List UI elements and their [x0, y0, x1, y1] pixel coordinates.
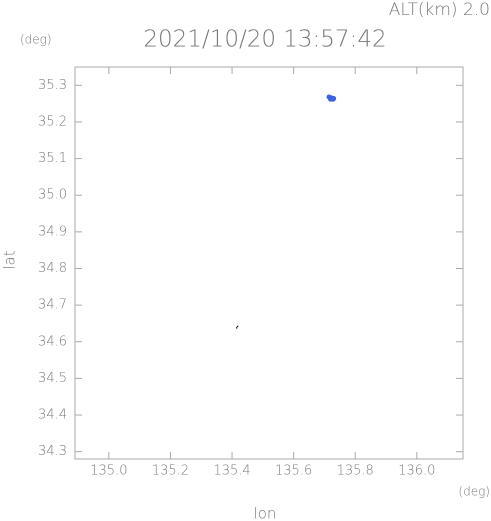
x-unit: (deg): [458, 485, 490, 499]
y-tick-label: 35.0: [38, 188, 67, 203]
y-tick-label: 34.7: [38, 298, 67, 313]
y-tick-label: 34.6: [38, 334, 67, 349]
plot-frame: [74, 66, 464, 460]
altitude-annotation: ALT(km) 2.0: [389, 0, 490, 20]
y-tick-label: 35.2: [38, 114, 67, 129]
x-tick-label: 135.4: [213, 464, 250, 479]
y-tick-label: 35.3: [38, 78, 67, 93]
y-tick-label: 34.8: [38, 261, 67, 276]
point: [330, 96, 336, 102]
y-tick-label: 34.4: [38, 408, 67, 423]
y-tick-label: 34.9: [38, 224, 67, 239]
y-tick-label: 34.5: [38, 371, 67, 386]
y-tick-label: 35.1: [38, 151, 67, 166]
y-unit: (deg): [20, 33, 52, 47]
x-tick-label: 135.6: [275, 464, 312, 479]
point: [236, 325, 239, 328]
x-tick-label: 135.8: [337, 464, 374, 479]
y-tick-label: 34.3: [38, 444, 67, 459]
point: [235, 327, 238, 329]
x-axis-label: lon: [254, 505, 277, 521]
chart-title: 2021/10/20 13:57:42: [143, 27, 386, 53]
y-axis-label: lat: [1, 250, 19, 269]
x-tick-label: 135.2: [152, 464, 189, 479]
x-tick-label: 135.0: [90, 464, 127, 479]
x-tick-label: 136.0: [398, 464, 435, 479]
